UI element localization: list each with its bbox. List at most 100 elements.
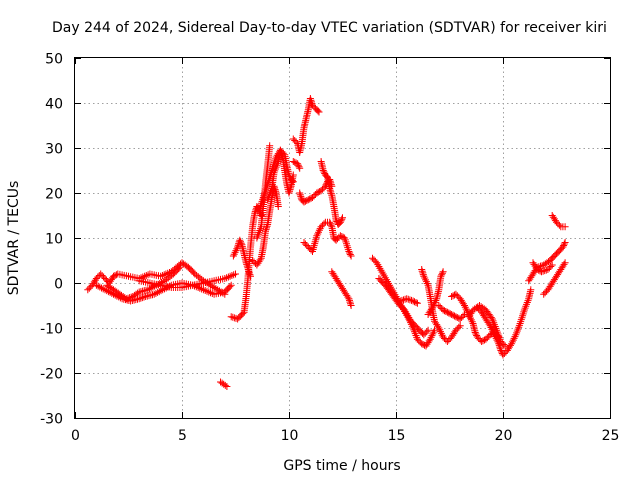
data-point: [532, 273, 534, 275]
data-point: [95, 277, 98, 280]
data-point: [249, 275, 252, 278]
data-point: [455, 293, 457, 296]
marker-trace: [525, 239, 569, 285]
data-point: [542, 264, 545, 266]
data-point: [532, 262, 534, 264]
data-point: [339, 284, 342, 287]
data-point: [350, 255, 352, 257]
data-point: [341, 217, 344, 219]
data-point: [243, 253, 245, 255]
marker-trace: [548, 212, 569, 231]
data-point: [243, 311, 245, 314]
series-arc-w: [435, 302, 468, 323]
data-point: [527, 280, 530, 282]
data-point: [560, 226, 562, 228]
data-point: [298, 167, 301, 170]
data-point: [316, 192, 318, 194]
x-tick-label: 25: [602, 428, 620, 444]
data-point: [281, 156, 284, 158]
data-point: [442, 309, 444, 311]
y-tick-label: 10: [45, 232, 63, 248]
plot-frame: [74, 57, 611, 419]
data-point: [324, 221, 327, 224]
series-arc-o: [317, 158, 346, 228]
data-point: [230, 284, 232, 287]
data-point: [375, 262, 378, 264]
data-point: [384, 284, 387, 287]
data-point: [551, 264, 553, 266]
data-point: [433, 320, 436, 323]
data-point: [316, 235, 318, 237]
data-point: [230, 316, 232, 318]
data-point: [224, 277, 226, 280]
series-arc-l: [289, 158, 304, 172]
data-point: [555, 275, 558, 278]
data-point: [446, 340, 449, 343]
data-point: [333, 237, 335, 239]
data-point: [343, 291, 346, 293]
marker-trace: [328, 268, 355, 309]
data-point: [251, 259, 254, 262]
data-point: [301, 142, 303, 145]
data-point: [500, 340, 502, 343]
data-point: [429, 338, 432, 341]
data-point: [472, 322, 474, 325]
data-point: [495, 329, 498, 332]
data-point: [87, 289, 89, 291]
data-point: [399, 300, 402, 302]
data-point: [271, 187, 273, 190]
data-point: [502, 354, 504, 356]
data-point: [254, 212, 256, 215]
data-point: [331, 194, 333, 197]
data-point: [99, 273, 102, 275]
data-point: [202, 282, 205, 284]
data-point: [331, 271, 333, 273]
data-point: [450, 336, 453, 338]
y-tick-label: 30: [45, 142, 63, 158]
data-point: [181, 262, 183, 264]
data-point: [213, 286, 215, 289]
marker-trace: [289, 158, 304, 172]
data-point: [564, 241, 566, 244]
series-arc-d: [135, 270, 239, 291]
data-point: [161, 289, 164, 291]
data-point: [431, 307, 434, 309]
data-point: [273, 172, 275, 174]
data-point: [318, 111, 320, 113]
series-arc-b: [103, 263, 184, 303]
series-arc-ac: [540, 259, 569, 298]
data-point: [390, 293, 393, 296]
data-point: [290, 185, 292, 187]
data-point: [256, 237, 258, 239]
data-point: [551, 282, 553, 284]
data-point: [324, 174, 327, 176]
data-point: [296, 162, 299, 165]
y-axis-label: SDTVAR / TECUs: [6, 181, 22, 296]
series-arc-z: [465, 302, 509, 350]
data-point: [226, 385, 228, 388]
data-point: [438, 289, 440, 291]
data-point: [121, 298, 123, 300]
x-tick-label: 15: [388, 428, 406, 444]
y-tick-label: 20: [45, 187, 63, 203]
marker-trace: [217, 378, 231, 390]
y-tick-label: 0: [54, 277, 63, 293]
axis-ticks: 0 5 10 15 20 25 -30 -20 -10 0 10 20 30 40 50: [40, 52, 619, 445]
data-point: [251, 226, 254, 228]
data-point: [307, 109, 310, 111]
data-point: [191, 284, 194, 287]
data-point: [303, 127, 305, 129]
series-arc-ad: [548, 212, 569, 231]
data-point: [474, 331, 477, 334]
data-point: [262, 246, 265, 248]
data-point: [298, 192, 301, 194]
data-point: [542, 293, 545, 296]
data-point: [159, 284, 162, 287]
data-point: [266, 183, 269, 185]
data-point: [286, 183, 288, 185]
data-point: [172, 273, 175, 275]
data-point: [427, 313, 429, 316]
data-point: [138, 298, 140, 300]
data-point: [371, 257, 374, 260]
series-arc-v: [424, 268, 447, 318]
